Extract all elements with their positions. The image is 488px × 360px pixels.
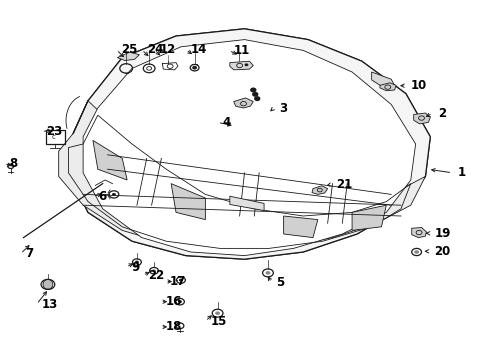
Text: 24: 24: [146, 43, 163, 56]
Polygon shape: [379, 83, 395, 91]
Polygon shape: [117, 52, 139, 60]
Polygon shape: [93, 140, 127, 180]
Text: 17: 17: [170, 275, 186, 288]
Text: 13: 13: [41, 298, 58, 311]
Polygon shape: [68, 29, 429, 259]
Text: 20: 20: [433, 245, 449, 258]
Polygon shape: [233, 98, 253, 108]
Text: 23: 23: [46, 125, 62, 138]
Text: 6: 6: [98, 190, 106, 203]
Text: 7: 7: [25, 247, 34, 260]
Text: 5: 5: [276, 276, 284, 289]
Circle shape: [135, 261, 139, 264]
Text: 21: 21: [336, 178, 352, 191]
Polygon shape: [311, 186, 327, 194]
Text: 25: 25: [121, 43, 137, 56]
Text: 2: 2: [437, 107, 445, 120]
Polygon shape: [283, 216, 317, 238]
Polygon shape: [411, 228, 426, 238]
Text: 18: 18: [165, 320, 181, 333]
Circle shape: [250, 88, 255, 92]
Text: 19: 19: [433, 227, 449, 240]
Text: 15: 15: [210, 315, 226, 328]
Text: 22: 22: [147, 269, 163, 282]
Bar: [46, 130, 64, 144]
Text: 11: 11: [233, 44, 249, 57]
Text: 10: 10: [410, 79, 426, 92]
Circle shape: [178, 300, 182, 303]
Text: 3: 3: [278, 102, 286, 114]
Circle shape: [254, 97, 259, 100]
Circle shape: [215, 311, 220, 315]
Text: 16: 16: [165, 295, 181, 308]
Polygon shape: [371, 72, 394, 87]
Circle shape: [265, 271, 270, 275]
Text: c: c: [52, 134, 56, 140]
Text: 9: 9: [131, 261, 139, 274]
Text: 14: 14: [190, 43, 206, 56]
Text: 4: 4: [222, 116, 230, 129]
Text: 1: 1: [456, 166, 465, 179]
Polygon shape: [171, 184, 205, 220]
Polygon shape: [351, 205, 386, 230]
Polygon shape: [43, 279, 53, 289]
Circle shape: [252, 93, 257, 96]
Circle shape: [179, 279, 183, 282]
Polygon shape: [83, 40, 415, 256]
Circle shape: [112, 193, 116, 196]
Text: 12: 12: [159, 43, 175, 56]
Circle shape: [192, 66, 196, 69]
Text: 8: 8: [9, 157, 17, 170]
Polygon shape: [59, 101, 425, 252]
Circle shape: [244, 63, 248, 66]
Polygon shape: [229, 196, 264, 211]
Circle shape: [413, 250, 418, 254]
Polygon shape: [413, 113, 429, 124]
Polygon shape: [229, 61, 253, 70]
Circle shape: [152, 269, 156, 272]
